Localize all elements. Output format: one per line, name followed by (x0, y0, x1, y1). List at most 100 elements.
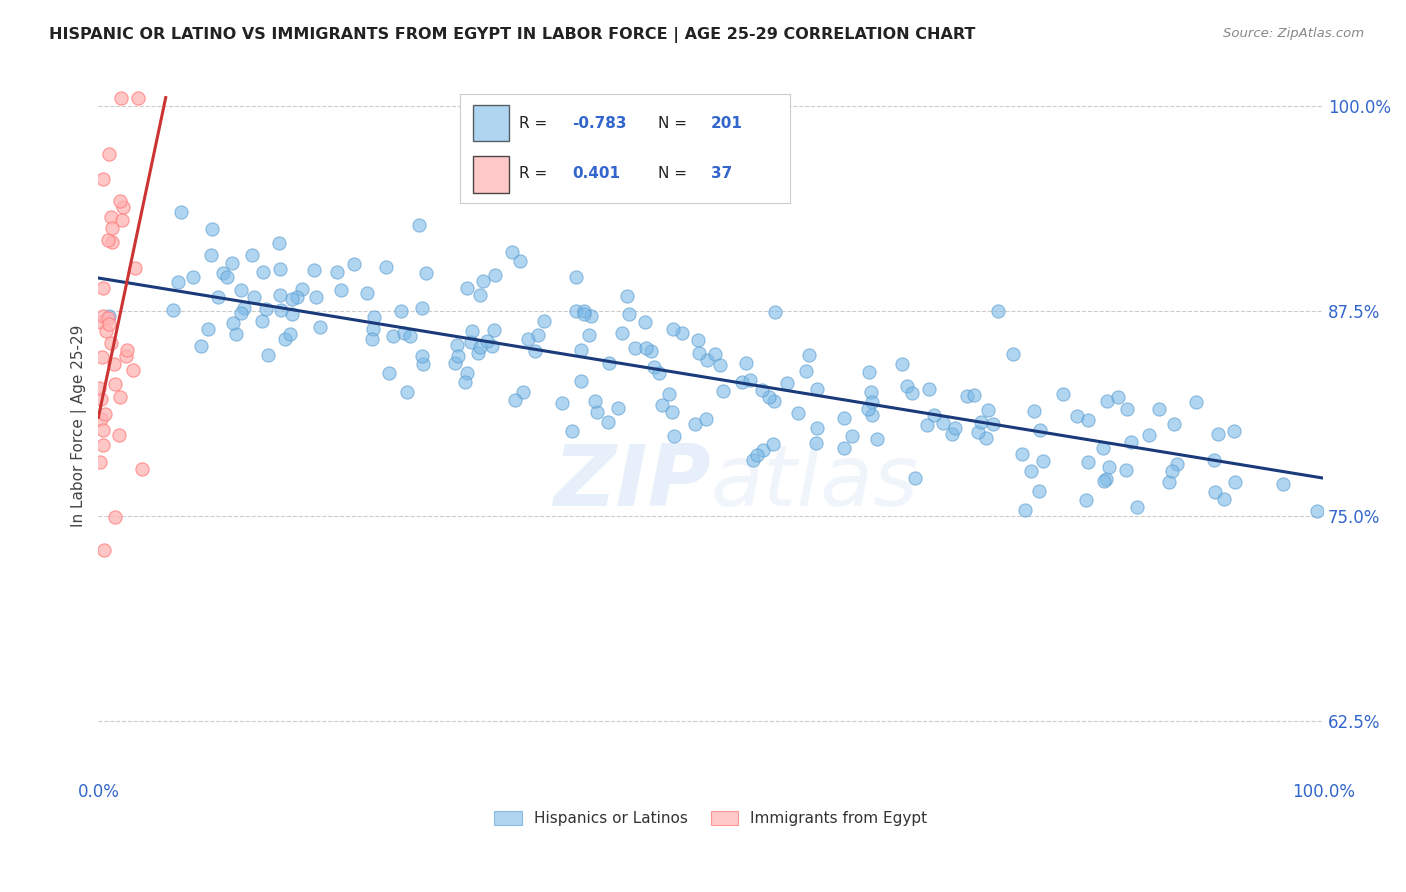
Point (250, 314, 273, 328)
Point (917, 382, 939, 396)
Point (858, 365, 880, 379)
Point (115, 343, 138, 357)
Point (1022, 404, 1045, 418)
Point (93, 171, 115, 186)
Point (745, 448, 768, 462)
Legend: Hispanics or Latinos, Immigrants from Egypt: Hispanics or Latinos, Immigrants from Eg… (486, 804, 935, 834)
Point (114, 349, 136, 363)
Point (896, 379, 918, 393)
Text: HISPANIC OR LATINO VS IMMIGRANTS FROM EGYPT IN LABOR FORCE | AGE 25-29 CORRELATI: HISPANIC OR LATINO VS IMMIGRANTS FROM EG… (49, 27, 976, 43)
Point (411, 349, 433, 363)
Point (215, 269, 238, 284)
Point (468, 288, 491, 302)
Point (922, 408, 945, 422)
Point (578, 328, 600, 343)
Point (482, 323, 505, 337)
Point (891, 358, 914, 372)
Point (1066, 409, 1088, 424)
Point (100, 335, 122, 350)
Point (287, 290, 309, 304)
Point (987, 304, 1010, 318)
Point (1223, 425, 1246, 439)
Point (860, 395, 883, 409)
Point (834, 410, 856, 425)
Point (1126, 500, 1149, 514)
Point (89, 455, 111, 469)
Point (686, 333, 709, 347)
Point (446, 338, 468, 352)
Point (943, 421, 966, 435)
Point (103, 357, 125, 371)
Point (1161, 464, 1184, 478)
Point (93, 407, 115, 421)
Point (762, 437, 785, 451)
Point (551, 396, 574, 410)
Point (860, 408, 883, 422)
Point (1204, 484, 1226, 499)
Point (200, 248, 222, 262)
Point (363, 310, 385, 325)
Point (394, 326, 416, 341)
Point (456, 281, 478, 295)
Point (586, 405, 609, 419)
Point (607, 401, 630, 415)
Point (242, 290, 264, 304)
Point (503, 393, 526, 408)
Point (121, 363, 143, 377)
Point (569, 343, 592, 358)
Point (108, 194, 131, 208)
Point (1074, 493, 1097, 508)
Text: ZIP: ZIP (553, 441, 711, 524)
Point (461, 324, 484, 338)
Point (190, 339, 212, 353)
Point (211, 266, 233, 280)
Point (974, 432, 997, 446)
Point (834, 441, 856, 455)
Point (1001, 347, 1024, 361)
Point (695, 412, 717, 426)
Point (270, 303, 292, 318)
Point (1077, 413, 1099, 427)
Point (454, 376, 477, 390)
Point (742, 453, 765, 467)
Point (1213, 492, 1236, 507)
Point (484, 268, 506, 282)
Point (181, 270, 204, 285)
Point (308, 320, 330, 334)
Point (91, 281, 114, 295)
Point (1159, 475, 1181, 489)
Point (232, 301, 254, 315)
Point (1185, 395, 1208, 409)
Point (1032, 454, 1054, 468)
Point (112, 200, 135, 214)
Point (222, 316, 245, 330)
Point (396, 385, 419, 400)
Point (330, 283, 353, 297)
Point (572, 304, 595, 318)
Point (207, 290, 229, 304)
Point (651, 398, 673, 412)
Point (460, 334, 482, 349)
Point (763, 305, 786, 319)
Point (1166, 457, 1188, 471)
Point (91, 309, 114, 323)
Point (278, 326, 301, 341)
Point (481, 339, 503, 353)
Point (447, 349, 470, 363)
Point (94, 324, 117, 338)
Point (612, 326, 634, 340)
Point (415, 266, 437, 280)
Point (598, 356, 620, 370)
Text: atlas: atlas (711, 441, 918, 524)
Point (305, 290, 328, 304)
Point (467, 346, 489, 360)
Point (91, 423, 114, 437)
Point (1137, 428, 1160, 442)
Point (751, 384, 773, 398)
Point (240, 248, 263, 262)
Point (501, 244, 523, 259)
Point (661, 405, 683, 419)
Point (1091, 442, 1114, 456)
Point (901, 386, 924, 401)
Point (468, 340, 491, 354)
